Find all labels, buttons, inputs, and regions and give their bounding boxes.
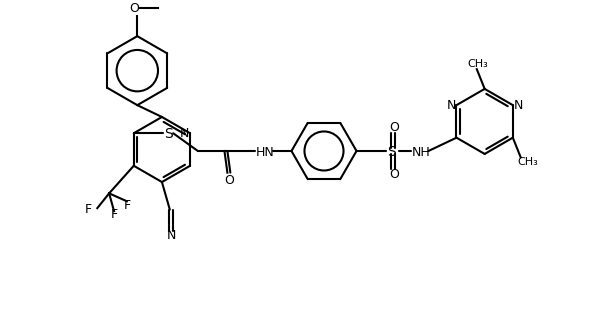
Text: S: S bbox=[387, 145, 396, 159]
Text: F: F bbox=[111, 208, 118, 221]
Text: O: O bbox=[389, 121, 399, 134]
Text: NH: NH bbox=[412, 146, 431, 159]
Text: O: O bbox=[224, 174, 234, 186]
Text: N: N bbox=[447, 99, 456, 112]
Text: CH₃: CH₃ bbox=[467, 59, 488, 69]
Text: N: N bbox=[167, 229, 176, 242]
Text: N: N bbox=[181, 127, 189, 140]
Text: CH₃: CH₃ bbox=[518, 157, 539, 167]
Text: S: S bbox=[165, 127, 173, 141]
Text: O: O bbox=[129, 2, 139, 14]
Text: O: O bbox=[389, 167, 399, 181]
Text: HN: HN bbox=[256, 146, 275, 159]
Text: N: N bbox=[514, 99, 523, 112]
Text: F: F bbox=[124, 199, 131, 212]
Text: F: F bbox=[84, 203, 91, 216]
